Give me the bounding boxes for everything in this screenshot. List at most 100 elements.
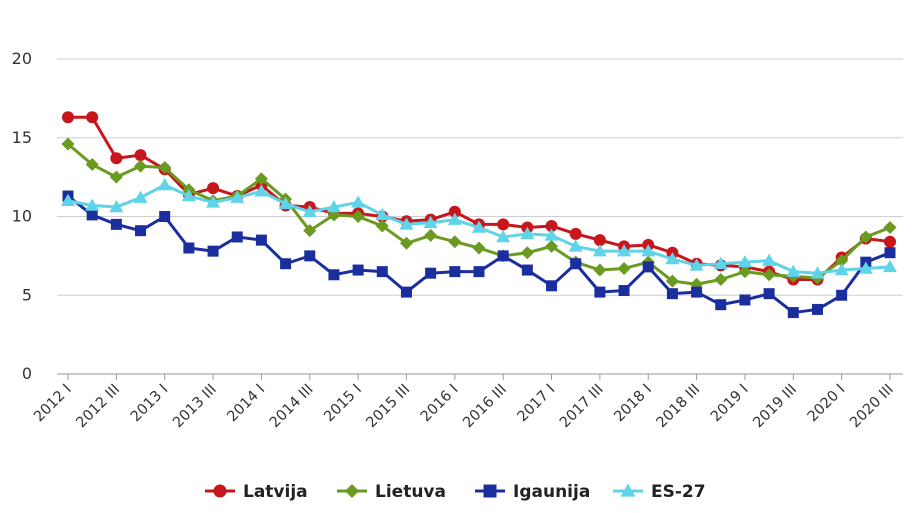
x-tick-label: 2017 III — [557, 382, 607, 432]
data-point — [304, 250, 316, 262]
data-point — [666, 288, 678, 300]
legend-marker — [483, 484, 497, 498]
data-point — [133, 190, 148, 203]
data-point — [884, 247, 896, 259]
data-point — [592, 244, 607, 257]
data-point — [834, 263, 849, 276]
data-point — [328, 269, 340, 281]
y-tick-label: 20 — [12, 49, 32, 68]
data-point — [497, 218, 510, 231]
data-point — [569, 227, 582, 240]
data-point — [86, 209, 98, 221]
data-point — [61, 137, 75, 151]
data-point — [617, 244, 632, 257]
data-point — [811, 303, 823, 315]
data-point — [737, 255, 752, 268]
data-point — [448, 235, 462, 249]
data-point — [352, 264, 364, 276]
x-tick-label: 2015 I — [321, 382, 365, 426]
x-tick-label: 2020 I — [805, 382, 849, 426]
series-layer — [61, 111, 897, 319]
data-point — [134, 149, 147, 162]
data-point — [399, 236, 413, 250]
data-point — [521, 264, 533, 276]
legend-label: Lietuva — [375, 482, 446, 502]
data-point — [254, 172, 268, 186]
legend-item: Igaunija — [475, 482, 590, 502]
grid-layer — [57, 58, 903, 375]
data-point — [351, 210, 365, 223]
data-point — [110, 152, 123, 165]
data-point — [110, 218, 122, 230]
legend-item: ES-27 — [613, 482, 706, 502]
data-point — [762, 268, 776, 282]
data-point — [183, 242, 195, 254]
series-es-27 — [61, 178, 897, 279]
data-point — [787, 307, 799, 319]
data-point — [278, 196, 293, 210]
data-point — [181, 189, 196, 202]
x-tick-label: 2012 III — [73, 382, 123, 432]
data-point — [280, 258, 292, 270]
data-point — [255, 234, 267, 246]
data-point — [86, 111, 99, 124]
data-point — [715, 299, 727, 311]
data-point — [762, 253, 777, 266]
legend-label: ES-27 — [651, 482, 706, 502]
data-point — [109, 170, 123, 184]
data-point — [302, 204, 317, 218]
legend: Latvija Lietuva Igaunija ES-27 — [205, 482, 706, 502]
data-point — [424, 228, 438, 242]
data-point — [810, 266, 825, 279]
y-tick-label: 15 — [12, 128, 32, 147]
x-tick-label: 2017 I — [515, 382, 559, 426]
legend-label: Igaunija — [513, 482, 590, 502]
legend-marker — [620, 483, 636, 497]
data-point — [691, 286, 703, 298]
data-point — [399, 217, 414, 230]
data-point — [544, 228, 559, 241]
data-point — [665, 252, 680, 265]
x-tick-label: 2012 I — [31, 382, 75, 426]
data-point — [62, 111, 74, 124]
data-point — [570, 258, 582, 270]
data-point — [883, 221, 897, 235]
data-point — [135, 225, 147, 237]
data-point — [883, 259, 897, 273]
data-point — [496, 229, 511, 243]
data-point — [351, 195, 366, 208]
data-point — [85, 198, 100, 211]
x-tick-label: 2019 III — [750, 382, 800, 432]
x-tick-label: 2020 III — [847, 382, 897, 432]
x-tick-label: 2019 I — [708, 382, 752, 426]
data-point — [109, 200, 124, 213]
legend-marker — [345, 484, 359, 498]
data-point — [230, 190, 245, 203]
legend-item: Latvija — [205, 482, 308, 502]
data-point — [593, 263, 607, 277]
y-tick-label: 10 — [12, 207, 32, 226]
data-point — [593, 234, 606, 247]
x-tick-label: 2016 I — [418, 382, 462, 426]
data-point — [375, 219, 389, 233]
data-point — [423, 215, 438, 229]
data-point — [425, 267, 437, 279]
data-point — [689, 258, 704, 271]
data-point — [207, 182, 220, 195]
legend-marker — [213, 484, 227, 498]
y-tick-label: 0 — [22, 364, 32, 383]
x-tick-label: 2013 I — [128, 382, 172, 426]
data-point — [763, 288, 775, 300]
data-point — [375, 207, 390, 221]
data-point — [206, 195, 221, 208]
data-point — [884, 235, 896, 248]
data-point — [520, 246, 534, 260]
data-point — [836, 289, 848, 301]
data-point — [642, 261, 654, 273]
data-point — [157, 178, 172, 191]
x-tick-label: 2013 III — [170, 382, 220, 432]
x-tick-label: 2016 III — [460, 382, 510, 432]
data-point — [617, 261, 631, 275]
